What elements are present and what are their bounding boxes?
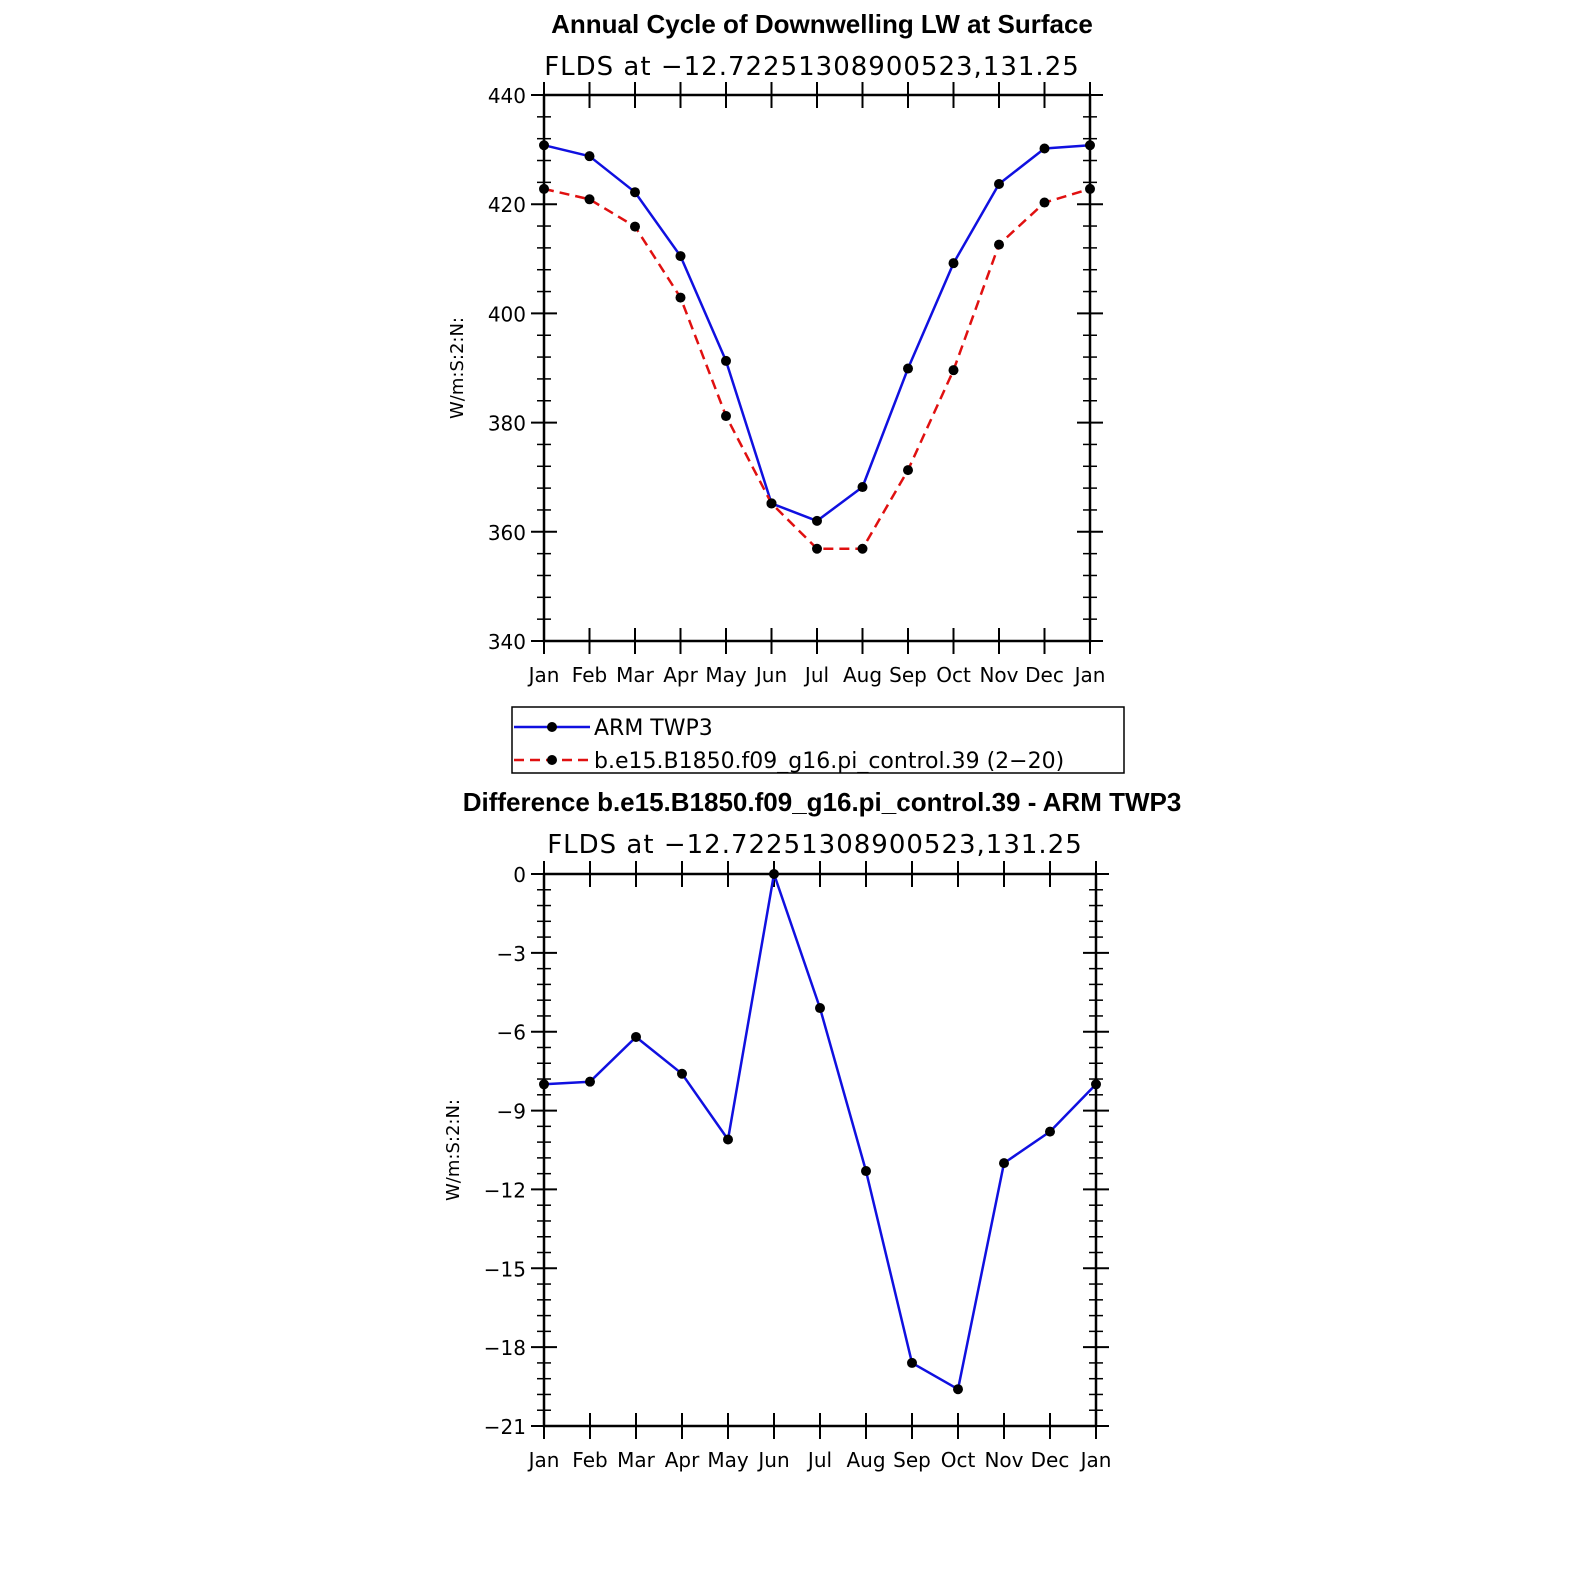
bottom-ytick-label: −18 [484,1336,526,1360]
top-series-1-point [994,239,1004,250]
top-chart-ylabel: W/m:S:2:N: [447,317,468,419]
top-xtick-label: Jul [803,663,829,687]
bottom-ytick-label: −9 [497,1100,526,1124]
top-series-0-point [857,482,868,493]
bottom-xtick-label: Feb [572,1448,607,1472]
top-series-1-point [857,543,868,554]
top-series-1-point [903,465,913,476]
bottom-series-0-point [723,1134,733,1145]
legend-box [511,706,1125,774]
top-xtick-label: Jan [527,663,560,687]
bottom-xtick-label: Oct [941,1448,976,1472]
bottom-series-0-point [1045,1126,1055,1137]
top-series-line-1 [543,187,1091,550]
bottom-series-0-point [769,869,779,879]
top-series-0-point [1039,143,1050,154]
top-series-0-point [539,140,549,151]
bottom-xtick-label: Jan [527,1448,560,1472]
top-xtick-label: Nov [979,663,1018,687]
top-xtick-label: Apr [663,663,698,687]
legend: ARM TWP3 b.e15.B1850.f09_g16.pi_control.… [511,706,1125,774]
bottom-ytick-label: −6 [497,1021,526,1045]
top-chart-title: Annual Cycle of Downwelling LW at Surfac… [551,9,1093,39]
top-chart: Jan Feb Mar Apr May Jun Jul Aug Sep Oct Nov Dec Jan3… [488,82,1106,687]
bottom-series-0-point [907,1357,917,1368]
bottom-xtick-label: Nov [984,1448,1023,1472]
top-xtick-label: Mar [616,663,655,687]
top-xtick-label: Jun [754,663,787,687]
bottom-ytick-label: −12 [484,1178,526,1202]
top-series-1-point [766,498,777,509]
top-series-0-point [948,258,959,269]
bottom-series-0-point [1091,1079,1101,1090]
top-ytick-label: 440 [488,84,526,108]
legend-label-arm: ARM TWP3 [594,716,713,741]
top-xtick-label: Dec [1025,663,1064,687]
bottom-series-0-point [585,1076,595,1087]
top-series-1-point [1039,197,1050,208]
bottom-ytick-label: −21 [484,1415,526,1439]
top-xtick-label: Aug [843,663,882,687]
top-series-0-point [903,363,913,374]
bottom-xtick-label: Jul [806,1448,832,1472]
top-xtick-label: Jan [1073,663,1106,687]
top-series-1-point [630,221,640,232]
top-ytick-label: 340 [488,630,526,654]
top-chart-subtitle: FLDS at −12.72251308900523,131.25 [544,52,1080,82]
top-series-0-point [1085,140,1095,151]
bottom-series-0-point [539,1079,549,1090]
bottom-ytick-label: −15 [484,1257,526,1281]
bottom-plot-frame [542,872,1098,1428]
top-ytick-label: 380 [488,412,526,436]
bottom-xtick-label: Aug [846,1448,885,1472]
top-series-1-point [812,543,822,554]
top-series-1-point [948,365,959,376]
legend-marker-arm [547,722,557,732]
bottom-series-0-point [953,1384,963,1395]
bottom-xtick-label: Apr [665,1448,700,1472]
top-ytick-label: 360 [488,521,526,545]
bottom-xtick-label: May [707,1448,749,1472]
top-series-line-0 [543,143,1091,523]
bottom-series-0-point [815,1003,825,1014]
bottom-series-0-point [677,1068,687,1079]
top-series-1-point [539,183,549,194]
bottom-series-0-point [861,1166,871,1177]
bottom-series-0-point [999,1158,1009,1169]
top-series-0-point [812,515,822,526]
bottom-chart: Jan Feb Mar Apr May Jun Jul Aug Sep Oct Nov Dec Jan−… [484,861,1112,1472]
top-xtick-label: Feb [572,663,607,687]
bottom-xtick-label: Jun [756,1448,789,1472]
top-xtick-label: Sep [889,663,927,687]
top-xtick-label: Oct [936,663,971,687]
top-series-0-point [584,151,595,162]
top-series-1-point [721,411,731,422]
bottom-xtick-label: Dec [1031,1448,1070,1472]
bottom-xtick-label: Mar [617,1448,656,1472]
legend-marker-model [547,755,557,765]
top-xtick-label: May [705,663,747,687]
top-ytick-label: 400 [488,302,526,326]
top-series-0-point [994,178,1004,189]
bottom-xtick-label: Sep [893,1448,931,1472]
bottom-chart-subtitle: FLDS at −12.72251308900523,131.25 [547,830,1083,860]
top-series-0-point [630,187,640,198]
bottom-chart-ylabel: W/m:S:2:N: [443,1099,464,1201]
top-series-1-point [584,194,595,205]
top-series-1-point [675,292,686,303]
bottom-xtick-label: Jan [1079,1448,1112,1472]
bottom-chart-title: Difference b.e15.B1850.f09_g16.pi_contro… [463,787,1182,817]
top-series-0-point [675,251,686,262]
bottom-series-line-0 [543,872,1097,1391]
bottom-ytick-label: −3 [497,942,526,966]
legend-label-model: b.e15.B1850.f09_g16.pi_control.39 (2−20) [594,749,1064,774]
bottom-ytick-label: 0 [513,863,526,887]
top-ytick-label: 420 [488,193,526,217]
bottom-series-0-point [631,1031,641,1042]
top-series-1-point [1085,183,1095,194]
top-series-0-point [721,355,731,366]
